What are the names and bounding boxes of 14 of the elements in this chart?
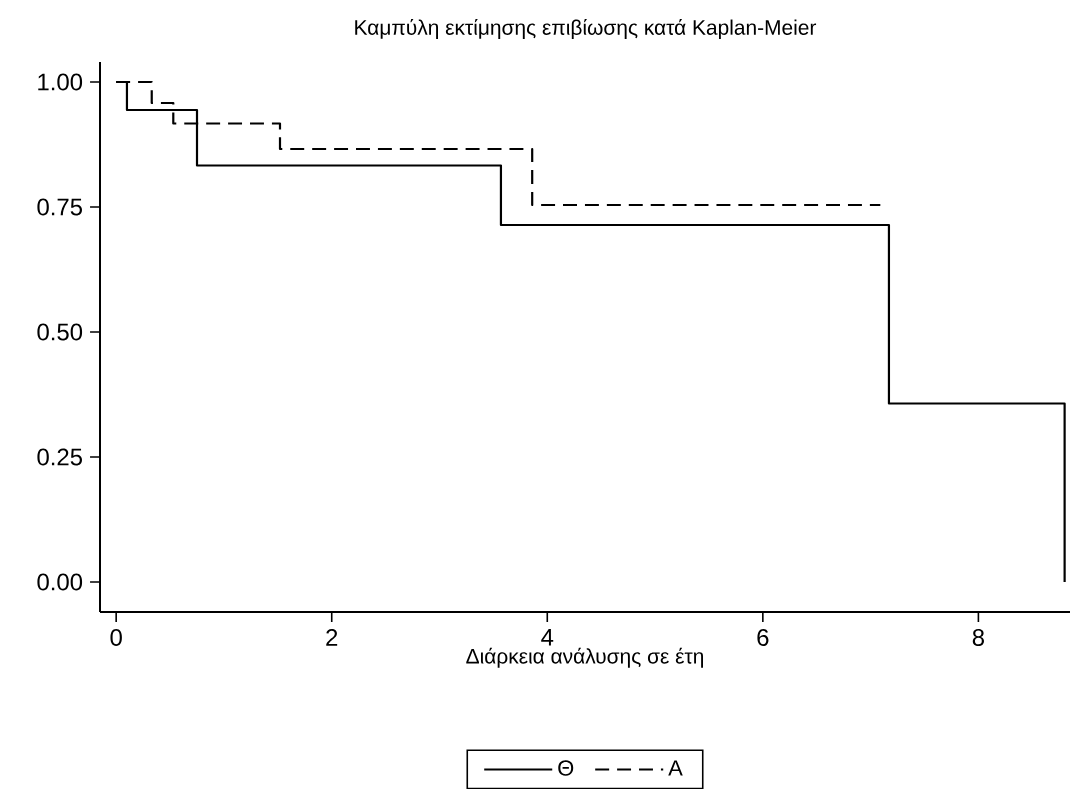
y-tick-label: 0.25 [37, 448, 82, 466]
y-tick-label: 0.50 [37, 323, 83, 341]
x-tick-label: 2 [326, 628, 338, 646]
legend-label: Θ [558, 760, 574, 776]
y-tick-label: 0.75 [37, 198, 82, 216]
y-tick-label: 0.00 [37, 573, 83, 591]
legend-label: A [668, 760, 683, 776]
x-tick-label: 0 [110, 628, 122, 646]
x-tick-label: 4 [541, 628, 554, 646]
x-tick-label: 6 [757, 628, 769, 646]
chart-title: Καμπύλη εκτίμησης επιβίωσης κατά Kaplan-Meier [355, 18, 817, 39]
x-tick-label: 8 [972, 628, 984, 646]
y-tick-label: 1.00 [38, 73, 83, 91]
x-axis-title: Διάρκεια ανάλυσης σε έτη [466, 647, 703, 668]
